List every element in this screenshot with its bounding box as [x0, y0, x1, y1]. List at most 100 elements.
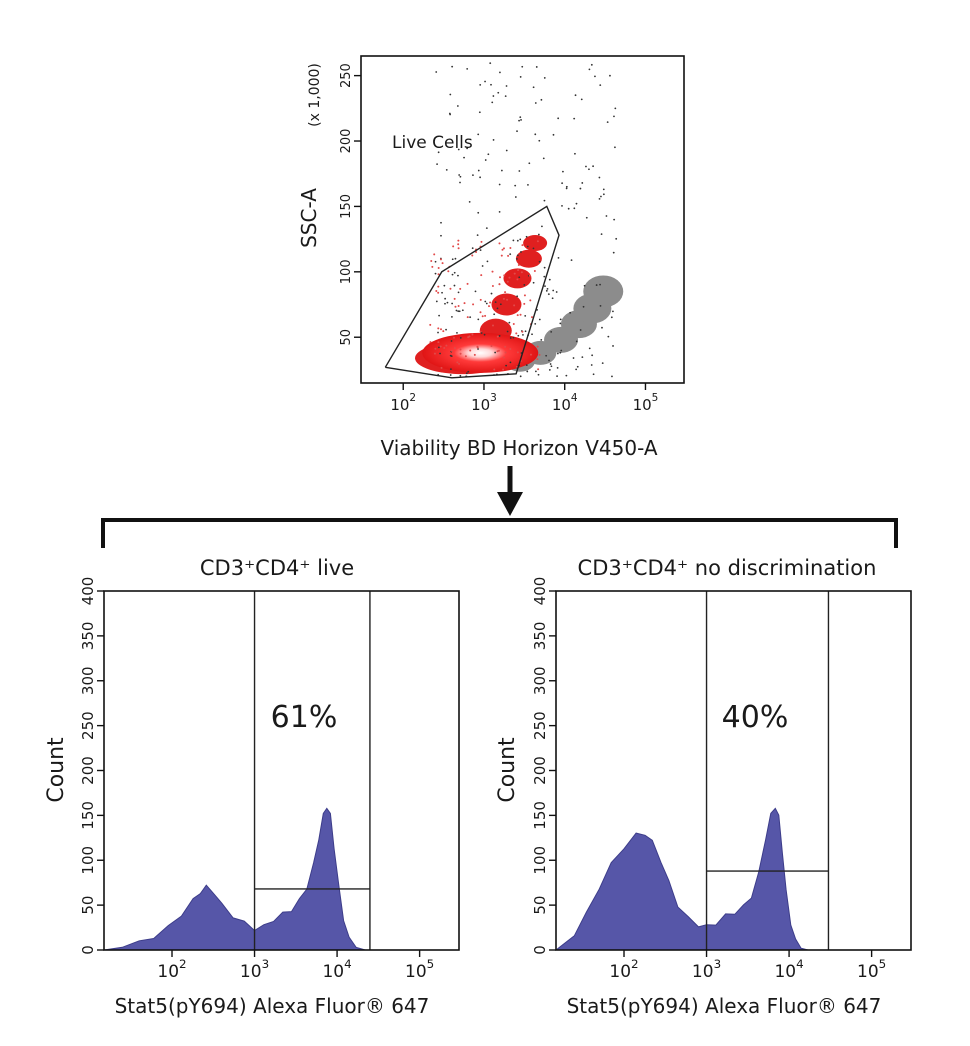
event-dot — [523, 284, 526, 286]
red-event-dot — [481, 315, 484, 318]
event-dot — [537, 373, 540, 376]
event-dot — [500, 169, 503, 172]
event-dot — [573, 207, 576, 210]
red-event-dot — [515, 332, 518, 335]
event-dot — [570, 259, 573, 262]
red-cloud-point — [523, 235, 548, 252]
event-dot — [517, 334, 520, 337]
event-dot — [474, 290, 477, 293]
red-event-dot — [464, 355, 467, 358]
event-dot — [544, 285, 546, 288]
red-event-dot — [491, 284, 494, 287]
event-dot — [526, 245, 529, 248]
event-dot — [449, 354, 452, 357]
event-dot — [505, 85, 508, 87]
event-dot — [606, 121, 609, 124]
x-tick-label: 103 — [240, 957, 269, 982]
red-event-dot — [516, 278, 519, 281]
histogram-x-ticks: 102 103 104 105 — [157, 950, 434, 982]
event-dot — [532, 281, 535, 284]
x-tick-label: 103 — [692, 957, 721, 982]
event-dot — [498, 183, 501, 186]
event-dot — [543, 266, 546, 269]
event-dot — [490, 292, 493, 295]
y-tick-label: 350 — [531, 622, 549, 651]
event-dot — [594, 75, 596, 78]
event-dot — [435, 300, 438, 303]
event-dot — [479, 83, 482, 86]
event-dot — [490, 83, 492, 86]
event-dot — [494, 301, 497, 303]
red-event-dot — [441, 262, 444, 265]
red-event-dot — [507, 254, 510, 257]
event-dot — [612, 251, 615, 254]
event-dot — [579, 187, 582, 190]
event-dot — [548, 278, 551, 281]
red-event-dot — [479, 311, 482, 314]
y-tick-label: 400 — [79, 577, 97, 606]
red-event-dot — [468, 335, 471, 338]
y-tick-label: 200 — [339, 129, 354, 154]
event-dot — [557, 117, 560, 120]
live-cells-gate — [384, 205, 560, 379]
red-event-dot — [504, 291, 507, 294]
red-event-dot — [452, 245, 455, 248]
red-event-dot — [516, 351, 519, 354]
red-event-dot — [496, 335, 499, 338]
event-dot — [527, 183, 529, 186]
event-dot — [465, 372, 468, 375]
y-tick-label: 50 — [339, 329, 354, 346]
gate-percent-label: 61% — [271, 700, 338, 735]
event-dot — [576, 365, 579, 368]
red-event-dot — [457, 239, 460, 242]
event-dot — [580, 98, 583, 101]
red-event-dot — [493, 368, 496, 371]
event-dot — [569, 311, 572, 314]
event-dot — [582, 305, 585, 308]
event-dot — [534, 370, 537, 373]
red-event-dot — [437, 267, 440, 270]
event-dot — [516, 258, 518, 260]
histogram-y-ticks: 0 50 100 150 200 250 300 350 400 — [79, 577, 104, 955]
event-dot — [514, 196, 517, 198]
event-dot — [561, 182, 564, 185]
event-dot — [526, 370, 529, 373]
red-event-dot — [471, 254, 474, 257]
event-dot — [441, 291, 443, 294]
red-event-dot — [453, 297, 456, 300]
red-event-dot — [513, 272, 516, 275]
red-event-dot — [437, 341, 440, 344]
gray-cloud-point — [583, 275, 624, 308]
red-event-dot — [521, 244, 524, 247]
y-tick-label: 50 — [79, 896, 97, 915]
event-dot — [484, 300, 487, 303]
scatter-y-ticks: 50 100 150 200 250 — [339, 63, 361, 345]
red-event-dot — [517, 264, 520, 267]
event-dot — [477, 348, 479, 350]
red-event-dot — [431, 265, 434, 268]
y-tick-label: 0 — [79, 945, 97, 955]
red-event-dot — [502, 247, 505, 250]
event-dot — [476, 234, 479, 237]
event-dot — [519, 76, 522, 78]
event-dot — [524, 314, 527, 317]
event-dot — [450, 340, 453, 342]
event-dot — [516, 254, 519, 257]
event-dot — [468, 201, 471, 203]
event-dot — [455, 309, 458, 312]
event-dot — [598, 197, 601, 200]
event-dot — [581, 182, 584, 184]
event-dot — [583, 284, 586, 287]
scatter-y-axis-label: SSC-A — [297, 188, 321, 248]
event-dot — [479, 176, 482, 179]
y-tick-label: 100 — [79, 846, 97, 875]
red-event-dot — [430, 259, 433, 262]
red-event-dot — [439, 258, 442, 261]
red-event-dot — [484, 314, 487, 317]
event-dot — [463, 156, 465, 159]
red-event-dot — [471, 333, 474, 336]
red-event-dot — [457, 243, 460, 246]
y-tick-label: 300 — [531, 666, 549, 695]
red-event-dot — [489, 301, 492, 304]
red-event-dot — [449, 287, 452, 290]
